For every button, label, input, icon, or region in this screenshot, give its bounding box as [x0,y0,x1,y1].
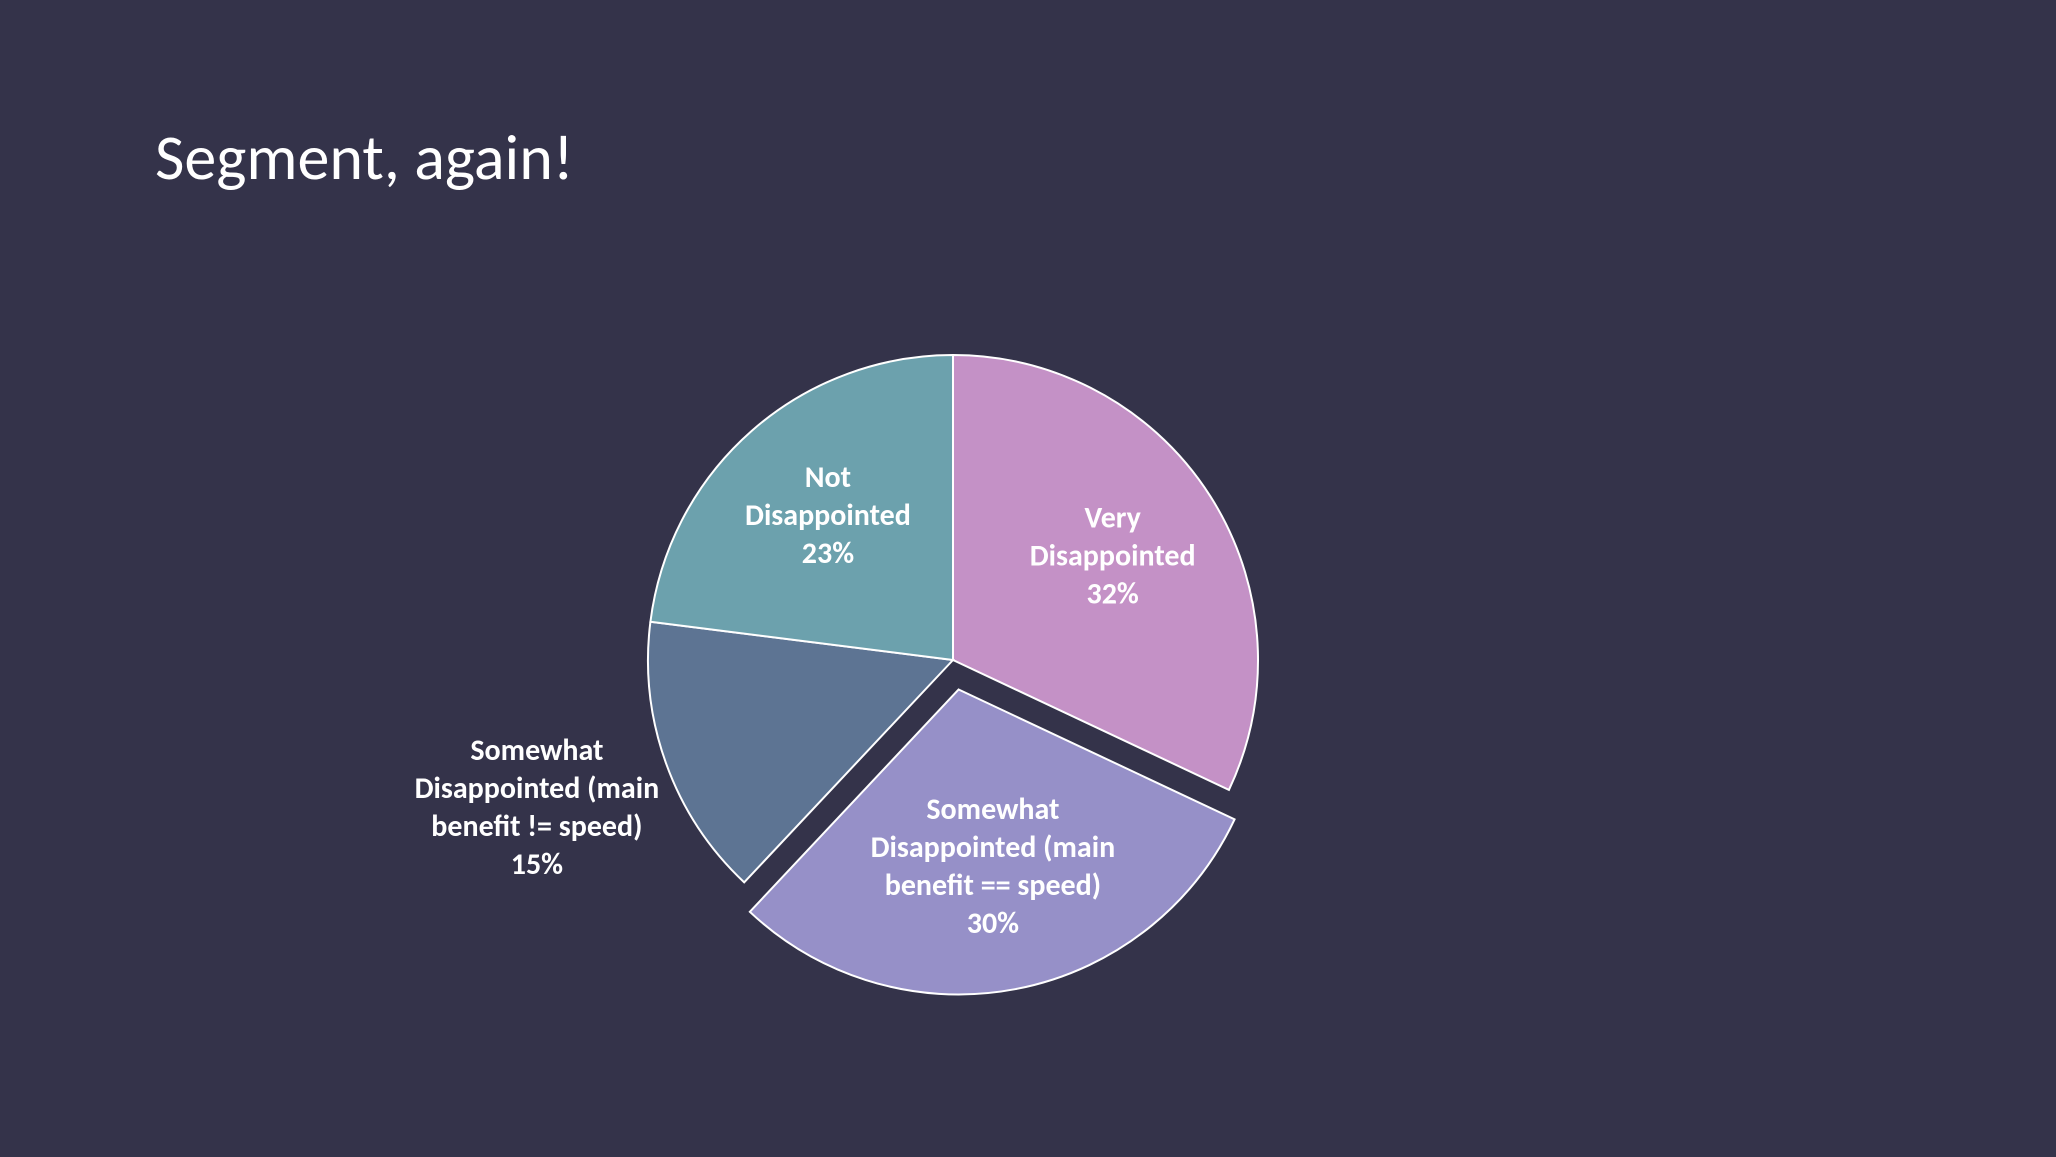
pie-chart: VeryDisappointed32%SomewhatDisappointed … [248,0,1658,1157]
pie-label-somewhat-not-speed: SomewhatDisappointed (mainbenefit != spe… [415,732,660,883]
slide: Segment, again! VeryDisappointed32%Somew… [0,0,2056,1157]
